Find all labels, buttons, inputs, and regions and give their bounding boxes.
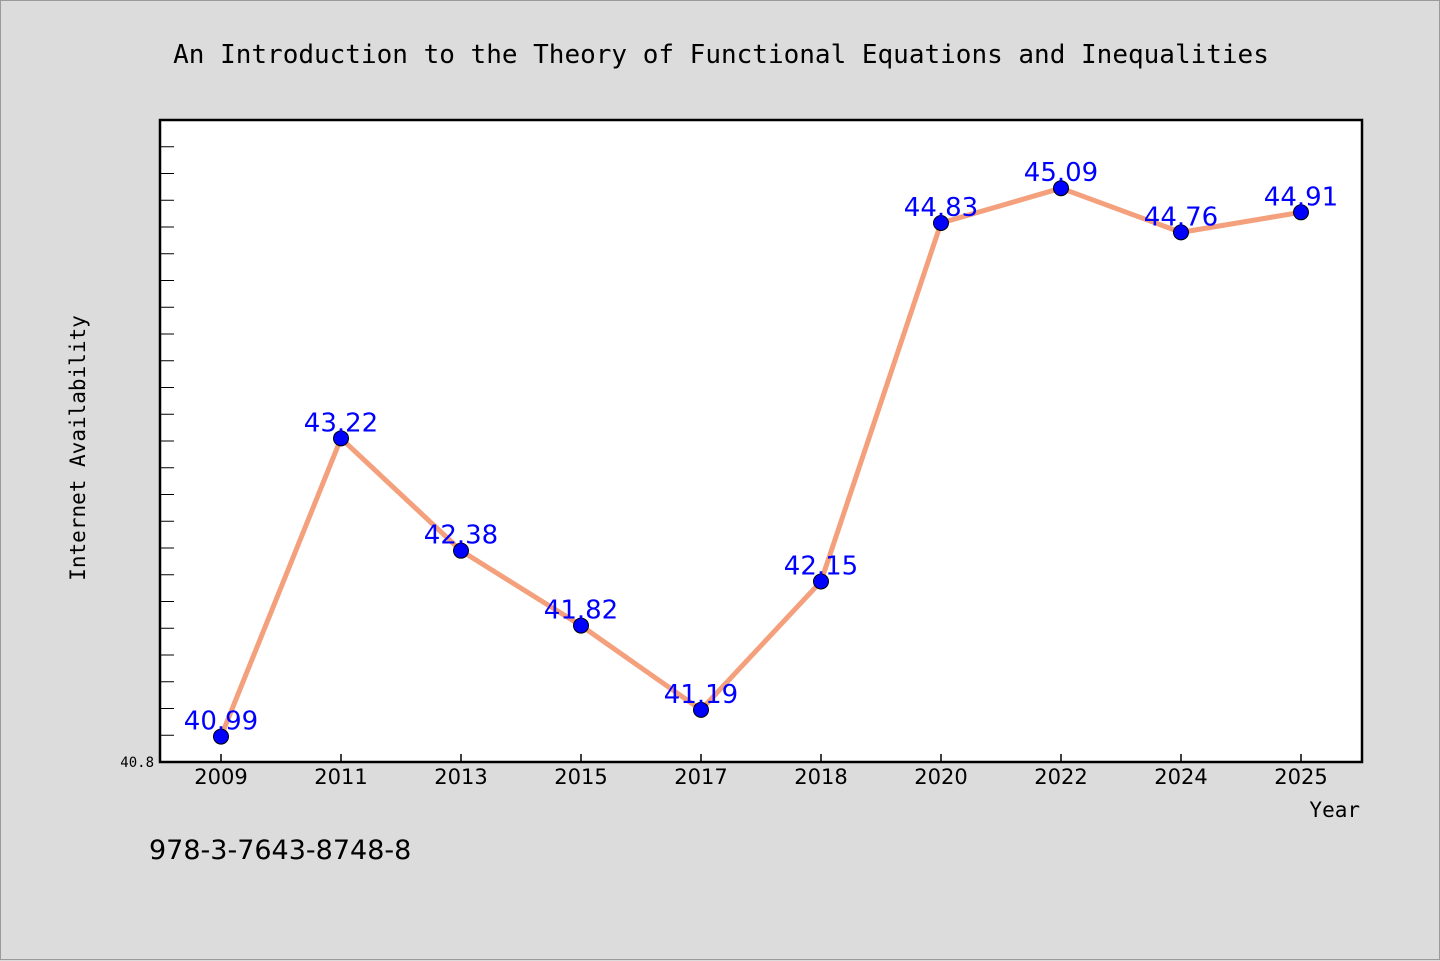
- x-tick-label: 2017: [674, 765, 727, 789]
- data-label: 41.19: [664, 680, 738, 710]
- x-tick-label: 2022: [1034, 765, 1087, 789]
- data-label: 44.83: [904, 193, 978, 223]
- y-axis-title: Internet Availability: [66, 315, 90, 581]
- data-label: 42.15: [784, 551, 858, 581]
- data-point: [693, 701, 709, 718]
- data-point: [1173, 224, 1189, 241]
- data-point: [573, 617, 589, 634]
- y-axis-ticks: [160, 146, 174, 736]
- x-axis-title: Year: [1309, 798, 1360, 822]
- data-point: [453, 542, 469, 559]
- x-tick-label: 2009: [194, 765, 247, 789]
- x-tick-label: 2013: [434, 765, 487, 789]
- x-tick-label: 2015: [554, 765, 607, 789]
- data-label: 44.91: [1264, 182, 1338, 212]
- x-axis-ticks: [220, 754, 1302, 762]
- data-point: [933, 214, 949, 231]
- x-axis-tick-labels: 2009 2011 2013 2015 2017 2018 2020 2022 2024 2025: [194, 765, 1327, 789]
- data-label: 43.22: [304, 408, 378, 438]
- data-point: [1053, 180, 1069, 197]
- chart-title: An Introduction to the Theory of Functio…: [173, 40, 1269, 70]
- data-labels: 40.99 43.22 42.38 41.82 41.19 42.15 44.83 45.09…: [184, 158, 1338, 736]
- data-markers: [213, 180, 1309, 745]
- x-tick-label: 2024: [1154, 765, 1207, 789]
- x-tick-label: 2018: [794, 765, 847, 789]
- data-label: 40.99: [184, 707, 258, 737]
- y-axis-min-label: 40.8: [120, 755, 154, 771]
- data-label: 44.76: [1144, 202, 1218, 232]
- x-tick-label: 2025: [1274, 765, 1327, 789]
- isbn-text: 978-3-7643-8748-8: [149, 835, 412, 866]
- data-label: 42.38: [424, 521, 498, 551]
- data-point: [813, 573, 829, 590]
- series-line: [218, 185, 1304, 740]
- x-tick-label: 2011: [314, 765, 367, 789]
- data-label: 41.82: [544, 596, 618, 626]
- data-point: [1293, 204, 1309, 221]
- data-label: 45.09: [1024, 158, 1098, 188]
- x-tick-label: 2020: [914, 765, 967, 789]
- data-point: [213, 728, 229, 745]
- data-point: [333, 430, 349, 447]
